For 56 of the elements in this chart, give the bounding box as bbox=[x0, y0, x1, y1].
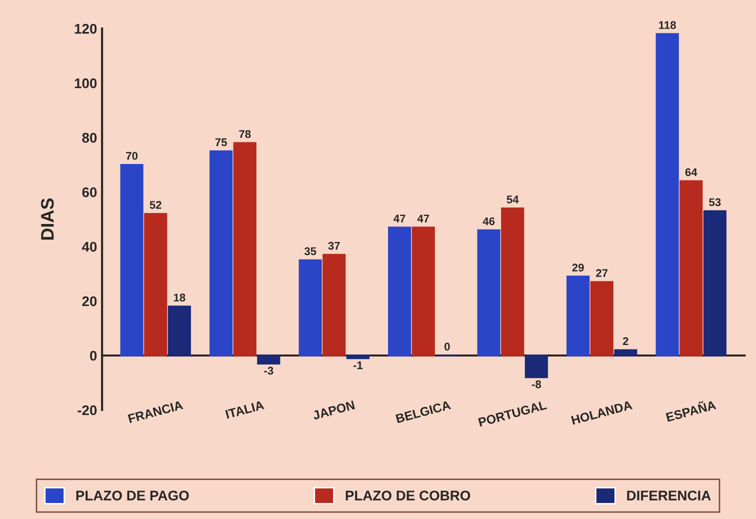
bar bbox=[298, 259, 322, 356]
x-tick-label: JAPON bbox=[312, 400, 355, 420]
legend-label: PLAZO DE PAGO bbox=[76, 490, 189, 500]
bar bbox=[703, 210, 726, 356]
data-label: 27 bbox=[596, 269, 608, 277]
y-tick-label: 0 bbox=[90, 350, 97, 361]
data-label: 64 bbox=[685, 168, 698, 176]
data-label: -3 bbox=[264, 366, 274, 375]
bar bbox=[412, 226, 435, 356]
bar bbox=[590, 281, 614, 356]
data-label: 53 bbox=[709, 198, 721, 206]
data-label: 47 bbox=[417, 214, 430, 222]
data-label: 118 bbox=[659, 21, 676, 30]
y-tick-label: 120 bbox=[74, 24, 97, 34]
y-tick-label: 40 bbox=[82, 242, 97, 252]
bar bbox=[566, 276, 590, 356]
data-label: 70 bbox=[126, 152, 138, 160]
bar bbox=[120, 164, 144, 356]
data-label: -1 bbox=[353, 361, 363, 370]
y-axis-title: DIAS bbox=[41, 198, 54, 240]
y-tick-label: -20 bbox=[78, 405, 97, 416]
bar bbox=[257, 354, 280, 365]
data-label: 75 bbox=[215, 138, 227, 146]
x-tick-label: ITALIA bbox=[225, 400, 264, 419]
data-label: 29 bbox=[572, 264, 584, 272]
bar bbox=[346, 354, 370, 360]
data-label: 18 bbox=[174, 294, 186, 302]
legend-label: PLAZO DE COBRO bbox=[346, 490, 470, 500]
bar bbox=[614, 349, 638, 356]
bar bbox=[656, 33, 679, 356]
data-label: 46 bbox=[482, 217, 495, 226]
data-label: 2 bbox=[622, 337, 628, 345]
bar bbox=[168, 306, 191, 356]
bar bbox=[144, 212, 168, 356]
y-tick-label: 20 bbox=[82, 296, 97, 306]
data-label: 78 bbox=[239, 130, 251, 138]
y-tick-label: 60 bbox=[82, 187, 97, 198]
data-label: -8 bbox=[532, 380, 542, 388]
bar bbox=[680, 180, 703, 356]
data-label: 35 bbox=[304, 247, 316, 256]
data-label: 37 bbox=[328, 242, 340, 250]
data-label: 0 bbox=[444, 342, 450, 351]
bar bbox=[501, 208, 524, 356]
bar bbox=[233, 142, 256, 356]
bar bbox=[388, 226, 412, 356]
x-tick-label: ESPAÑA bbox=[665, 398, 716, 422]
bar bbox=[524, 354, 548, 378]
data-label: 54 bbox=[506, 196, 519, 204]
y-tick-label: 80 bbox=[82, 132, 97, 143]
data-label: 47 bbox=[394, 214, 406, 222]
bar bbox=[322, 254, 346, 356]
y-tick-label: 100 bbox=[74, 78, 97, 88]
bar bbox=[210, 150, 233, 356]
legend-label: DIFERENCIA bbox=[627, 490, 711, 500]
bar bbox=[477, 229, 500, 356]
data-label: 52 bbox=[150, 200, 162, 209]
